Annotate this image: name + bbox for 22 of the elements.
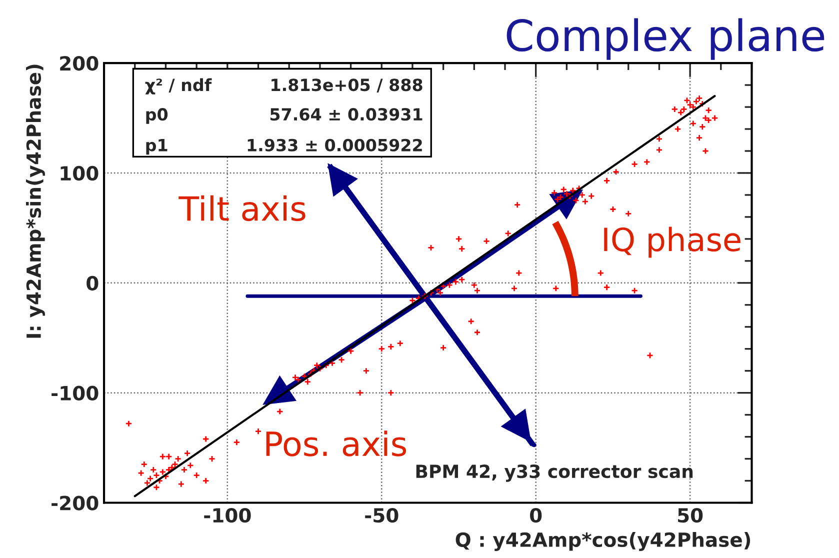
annotation: p0 (146, 108, 168, 124)
annotation: χ² / ndf (145, 78, 212, 94)
annotation: p1 (146, 139, 168, 155)
y-tick-label: 0 (86, 276, 98, 291)
annotation: 1.933 ± 0.0005922 (248, 138, 422, 152)
annotation: BPM 42, y33 corrector scan (416, 464, 693, 482)
x-tick-label: 50 (678, 508, 703, 523)
annotation: 57.64 ± 0.03931 (270, 108, 422, 121)
x-tick-label: -50 (365, 508, 398, 523)
x-tick-label: -100 (204, 508, 251, 523)
x-tick-label: 0 (530, 508, 542, 523)
y-axis-title: I: y42Amp*sin(y42Phase) (26, 64, 45, 338)
annotation: Pos. axis (266, 430, 406, 456)
annotation: 1.813e+05 / 888 (272, 78, 422, 93)
chart-title: Complex plane (506, 18, 824, 60)
y-tick-label: 200 (60, 56, 98, 71)
x-axis-title: Q : y42Amp*cos(y42Phase) (456, 532, 750, 551)
y-tick-label: -200 (52, 496, 98, 510)
annotation: IQ phase (604, 226, 740, 258)
y-tick-label: -100 (52, 386, 98, 400)
annotation: Tilt axis (178, 195, 306, 222)
y-tick-label: 100 (60, 166, 98, 181)
